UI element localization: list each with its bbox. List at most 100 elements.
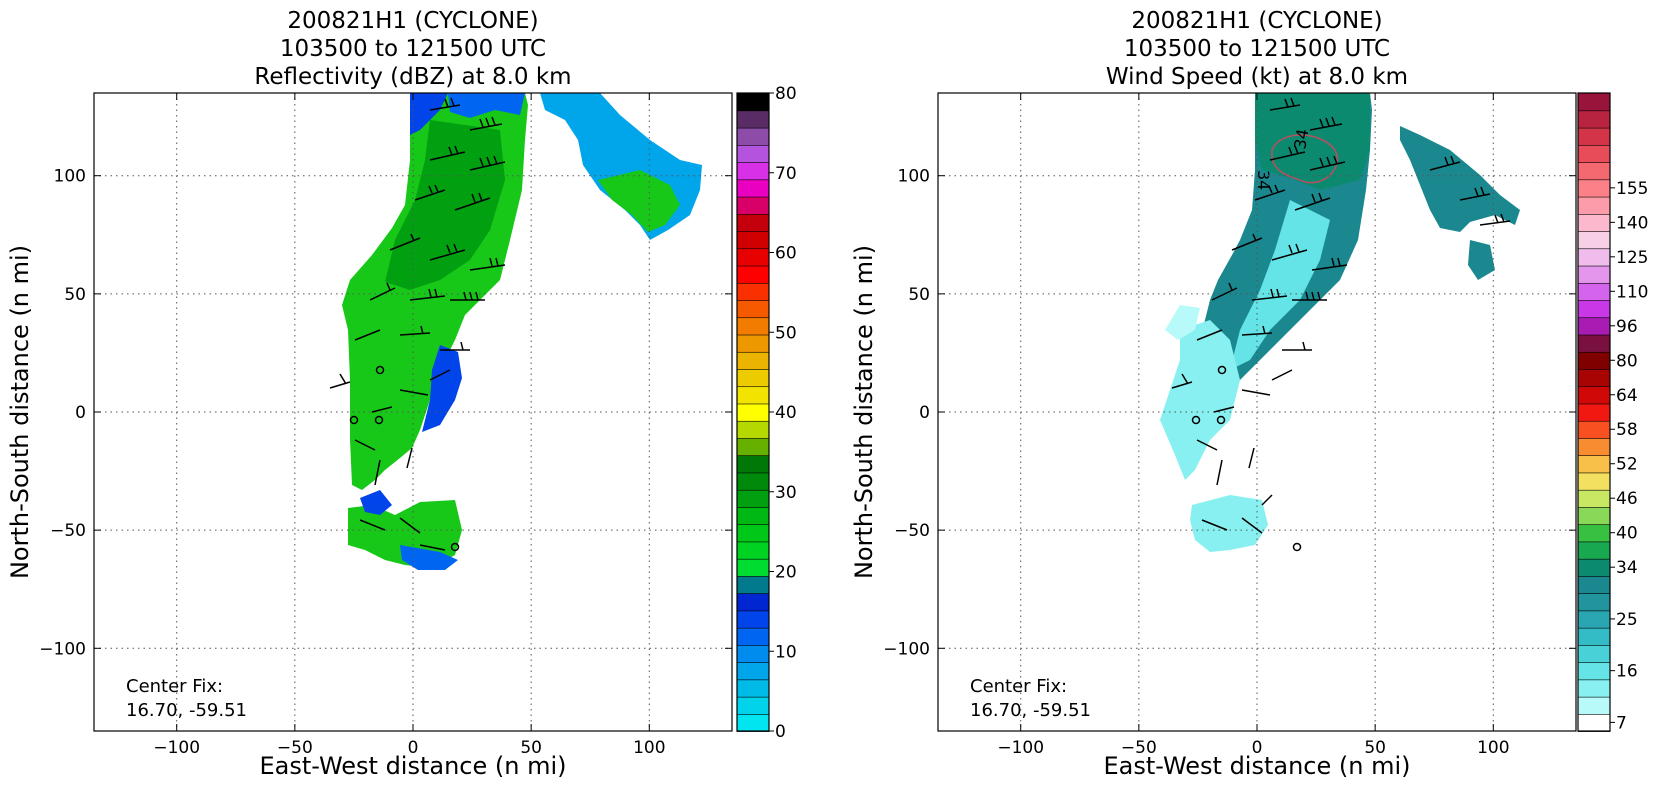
wind-speed-region-arm-tip bbox=[1468, 240, 1495, 280]
reflectivity-echo-blue-edge bbox=[410, 93, 448, 135]
wind-speed-colorbar-swatch bbox=[1577, 144, 1611, 163]
reflectivity-y-tick-label: 0 bbox=[75, 403, 86, 423]
wind-speed-colorbar-tick-label: 64 bbox=[1616, 386, 1638, 406]
wind-speed-colorbar-swatch bbox=[1577, 627, 1611, 646]
wind-speed-colorbar-swatch bbox=[1577, 661, 1611, 681]
reflectivity-echo-south-blue-2 bbox=[400, 545, 458, 570]
wind-speed-colorbar-tick-label: 58 bbox=[1616, 420, 1638, 440]
reflectivity-title-line-3: Reflectivity (dBZ) at 8.0 km bbox=[254, 64, 571, 90]
wind-speed-colorbar-swatch bbox=[1577, 247, 1611, 267]
wind-speed-center-fix-value: 16.70, -59.51 bbox=[970, 700, 1091, 721]
reflectivity-colorbar-swatch bbox=[736, 696, 770, 715]
reflectivity-colorbar-swatch bbox=[736, 213, 770, 232]
reflectivity-echo-blue-mid bbox=[422, 345, 462, 432]
wind-speed-colorbar-swatch bbox=[1577, 696, 1611, 715]
reflectivity-title-line-2: 103500 to 121500 UTC bbox=[280, 36, 546, 62]
wind-speed-colorbar-swatch bbox=[1577, 282, 1611, 301]
reflectivity-colorbar-swatch bbox=[736, 282, 770, 301]
reflectivity-colorbar-swatch bbox=[736, 523, 770, 543]
wind-speed-colorbar-swatch bbox=[1577, 489, 1611, 508]
reflectivity-colorbar-swatch bbox=[736, 506, 770, 525]
wind-speed-region-green bbox=[1255, 93, 1370, 190]
reflectivity-colorbar-tick-label: 60 bbox=[775, 244, 797, 264]
reflectivity-colorbar-swatch bbox=[736, 558, 770, 577]
reflectivity-colorbar-swatch bbox=[736, 265, 770, 284]
reflectivity-colorbar-swatch bbox=[736, 678, 770, 698]
wind-speed-colorbar-tick-label: 40 bbox=[1616, 524, 1638, 544]
reflectivity-colorbar-swatch bbox=[736, 127, 770, 146]
reflectivity-center-fix-value: 16.70, -59.51 bbox=[126, 700, 247, 721]
reflectivity-colorbar-swatch bbox=[736, 454, 770, 474]
reflectivity-x-tick-label: 50 bbox=[520, 738, 542, 758]
wind-speed-colorbar-swatch bbox=[1577, 678, 1611, 698]
reflectivity-title-line-1: 200821H1 (CYCLONE) bbox=[287, 8, 538, 34]
reflectivity-colorbar-swatch bbox=[736, 299, 770, 319]
reflectivity-y-tick-label: 100 bbox=[54, 167, 86, 187]
reflectivity-grid bbox=[94, 93, 732, 731]
wind-speed-center-fix-label: Center Fix: bbox=[970, 676, 1067, 697]
reflectivity-colorbar-tick-label: 20 bbox=[775, 563, 797, 583]
reflectivity-center-fix-label: Center Fix: bbox=[126, 676, 223, 697]
wind-speed-x-axis-label: East-West distance (n mi) bbox=[1103, 752, 1410, 780]
wind-speed-colorbar-swatch bbox=[1577, 109, 1611, 129]
wind-speed-title-line-1: 200821H1 (CYCLONE) bbox=[1131, 8, 1382, 34]
wind-speed-colorbar-swatch bbox=[1577, 644, 1611, 663]
reflectivity-colorbar-swatch bbox=[736, 661, 770, 681]
reflectivity-colorbar-tick-label: 70 bbox=[775, 164, 797, 184]
wind-speed-colorbar-tick-label: 140 bbox=[1616, 213, 1648, 233]
wind-speed-colorbar-swatch bbox=[1577, 420, 1611, 439]
reflectivity-colorbar-tick-label: 50 bbox=[775, 323, 797, 343]
reflectivity-echo-arm bbox=[540, 93, 702, 240]
wind-speed-colorbar-tick-label: 7 bbox=[1616, 713, 1627, 733]
wind-speed-colorbar-tick-label: 16 bbox=[1616, 662, 1638, 682]
wind-speed-colorbar-swatch bbox=[1577, 558, 1611, 577]
wind-speed-colorbar-tick-label: 80 bbox=[1616, 351, 1638, 371]
wind-speed-colorbar-swatch bbox=[1577, 196, 1611, 215]
reflectivity-x-tick-label: 0 bbox=[408, 738, 419, 758]
reflectivity-y-axis-label: North-South distance (n mi) bbox=[6, 245, 34, 579]
wind-speed-calm-markers bbox=[1191, 365, 1302, 552]
wind-speed-colorbar-swatch bbox=[1577, 523, 1611, 543]
wind-speed-region-edge bbox=[1165, 305, 1200, 340]
reflectivity-colorbar-tick-label: 30 bbox=[775, 483, 797, 503]
reflectivity-calm-markers bbox=[349, 365, 460, 552]
wind-speed-y-axis-label: North-South distance (n mi) bbox=[850, 245, 878, 579]
wind-speed-y-tick-label: −100 bbox=[883, 639, 930, 659]
wind-speed-colorbar-swatch bbox=[1577, 437, 1611, 457]
wind-speed-colorbar-swatch bbox=[1577, 351, 1611, 370]
wind-speed-colorbar-tick-label: 46 bbox=[1616, 489, 1638, 509]
reflectivity-colorbar-swatch bbox=[736, 92, 770, 112]
reflectivity-colorbar-swatch bbox=[736, 316, 770, 336]
reflectivity-colorbar-swatch bbox=[736, 196, 770, 215]
reflectivity-echo-south-blue bbox=[360, 490, 392, 515]
wind-speed-colorbar-swatch bbox=[1577, 385, 1611, 405]
wind-speed-colorbar-swatch bbox=[1577, 265, 1611, 284]
wind-speed-axis-ticks: −100 −50 0 50 100 −100 −50 0 50 100 bbox=[883, 93, 1576, 758]
wind-speed-title-line-2: 103500 to 121500 UTC bbox=[1124, 36, 1390, 62]
reflectivity-colorbar: 0 10 20 30 40 50 60 70 80 bbox=[736, 84, 797, 742]
reflectivity-colorbar-swatch bbox=[736, 472, 770, 491]
wind-speed-region-arm bbox=[1400, 126, 1520, 232]
reflectivity-colorbar-swatch bbox=[736, 713, 770, 732]
wind-speed-colorbar-swatch bbox=[1577, 230, 1611, 250]
wind-speed-panel: 200821H1 (CYCLONE) 103500 to 121500 UTC … bbox=[850, 8, 1648, 780]
reflectivity-colorbar-tick-label: 40 bbox=[775, 403, 797, 423]
reflectivity-x-axis-label: East-West distance (n mi) bbox=[259, 752, 566, 780]
reflectivity-colorbar-swatch bbox=[736, 161, 770, 181]
reflectivity-colorbar-swatch bbox=[736, 437, 770, 457]
reflectivity-axis-ticks: −100 −50 0 50 100 −100 −50 0 50 100 bbox=[39, 93, 732, 758]
reflectivity-colorbar-swatch bbox=[736, 144, 770, 163]
wind-speed-colorbar-swatch bbox=[1577, 127, 1611, 146]
reflectivity-colorbar-swatch bbox=[736, 247, 770, 267]
reflectivity-colorbar-swatch bbox=[736, 351, 770, 370]
wind-speed-y-tick-label: −50 bbox=[894, 521, 930, 541]
wind-speed-y-tick-label: 0 bbox=[919, 403, 930, 423]
wind-speed-title-line-3: Wind Speed (kt) at 8.0 km bbox=[1106, 64, 1408, 90]
reflectivity-y-tick-label: −50 bbox=[50, 521, 86, 541]
wind-speed-colorbar-swatch bbox=[1577, 592, 1611, 612]
wind-speed-colorbar-swatch bbox=[1577, 454, 1611, 474]
reflectivity-colorbar-swatch bbox=[736, 644, 770, 663]
wind-speed-colorbar-swatch bbox=[1577, 403, 1611, 422]
reflectivity-x-tick-label: −50 bbox=[277, 738, 313, 758]
